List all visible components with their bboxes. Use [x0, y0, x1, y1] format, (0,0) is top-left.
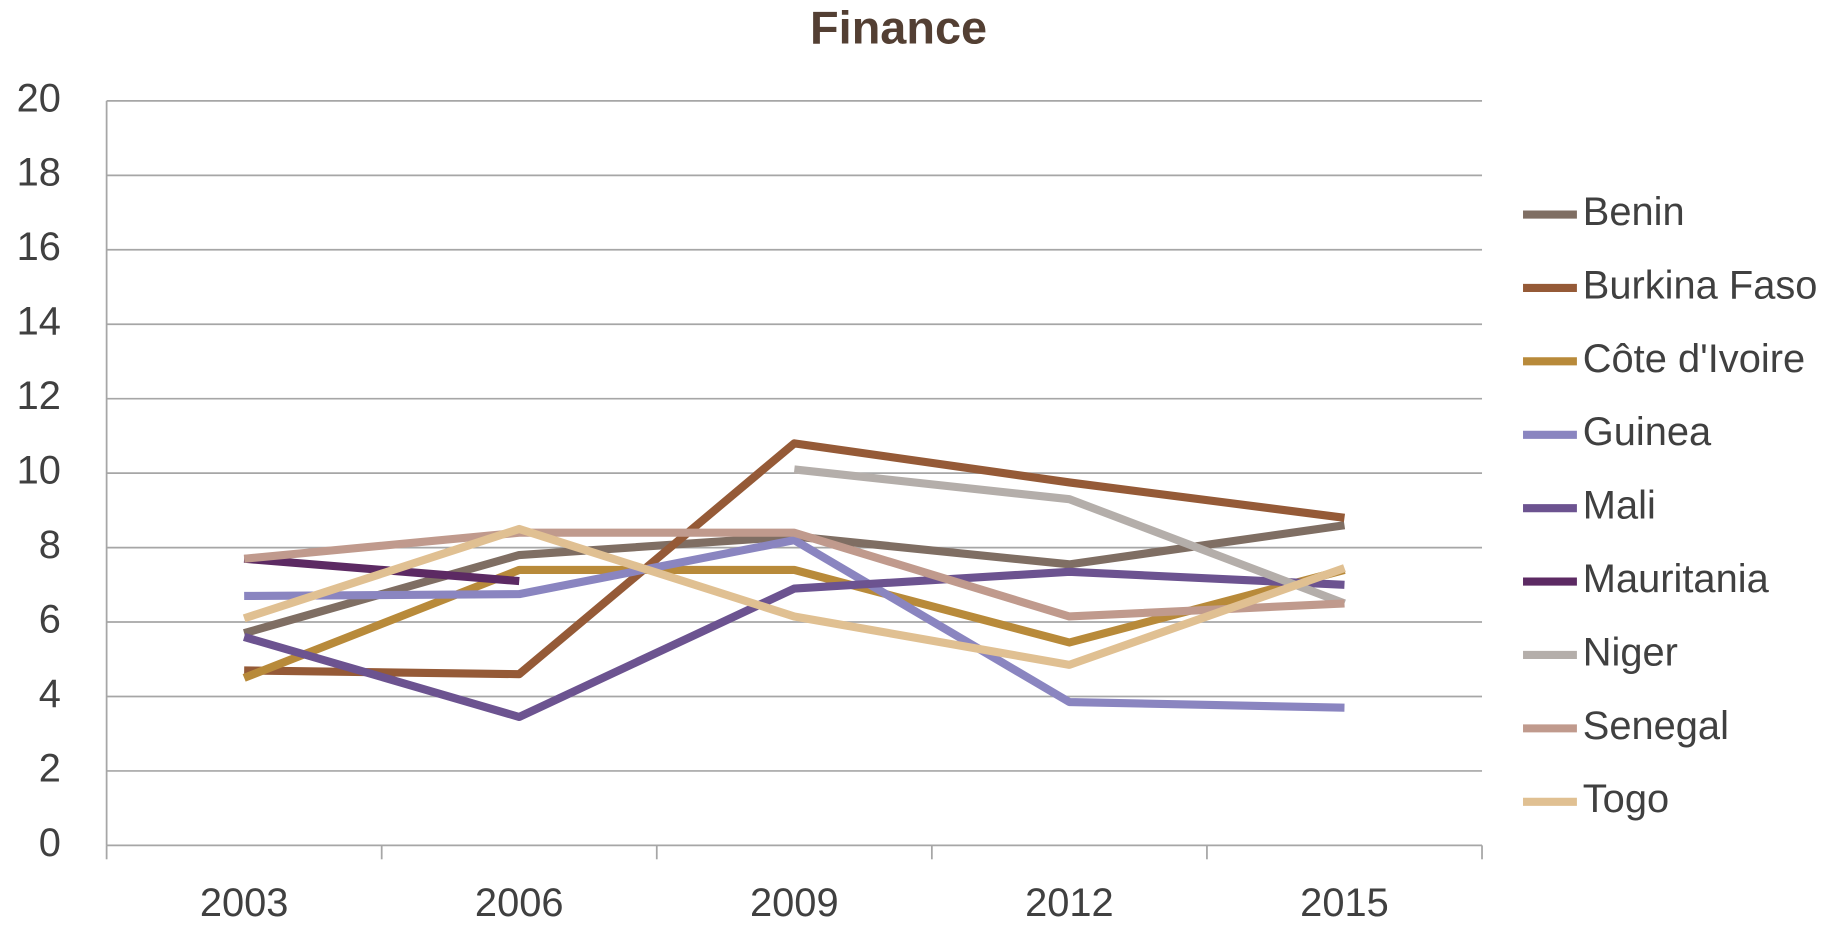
- series-line: [244, 439, 1346, 679]
- y-tick-label: 6: [39, 598, 61, 642]
- y-tick-label: 16: [17, 225, 61, 269]
- x-tick-label: 2003: [200, 881, 289, 925]
- legend-label: Senegal: [1583, 704, 1729, 748]
- legend-label: Niger: [1583, 631, 1678, 675]
- series-line: [242, 524, 1346, 669]
- x-tick-label: 2009: [750, 881, 839, 925]
- series-line: [242, 565, 1346, 682]
- y-tick-label: 0: [39, 821, 61, 865]
- series-line: [244, 536, 1345, 712]
- chart-title: Finance: [810, 2, 987, 54]
- series-line: [243, 528, 1345, 621]
- legend-label: Mauritania: [1583, 557, 1770, 601]
- series-line: [793, 465, 1346, 608]
- y-tick-label: 2: [39, 747, 61, 791]
- y-tick-label: 8: [39, 523, 61, 567]
- x-tick-label: 2012: [1025, 881, 1114, 925]
- y-tick-label: 14: [17, 300, 61, 344]
- x-tick-label: 2015: [1300, 881, 1389, 925]
- y-tick-label: 10: [17, 449, 61, 493]
- legend-label: Côte d'Ivoire: [1583, 337, 1805, 381]
- y-tick-label: 20: [17, 76, 61, 120]
- legend-label: Mali: [1583, 484, 1656, 528]
- legend-label: Benin: [1583, 190, 1685, 234]
- x-tick-label: 2006: [475, 881, 564, 925]
- y-tick-label: 12: [17, 374, 61, 418]
- legend-label: Togo: [1583, 777, 1669, 821]
- legend-label: Burkina Faso: [1583, 264, 1818, 308]
- y-tick-label: 4: [39, 672, 61, 716]
- series-line: [242, 567, 1345, 722]
- legend-label: Guinea: [1583, 410, 1712, 454]
- y-tick-label: 18: [17, 151, 61, 195]
